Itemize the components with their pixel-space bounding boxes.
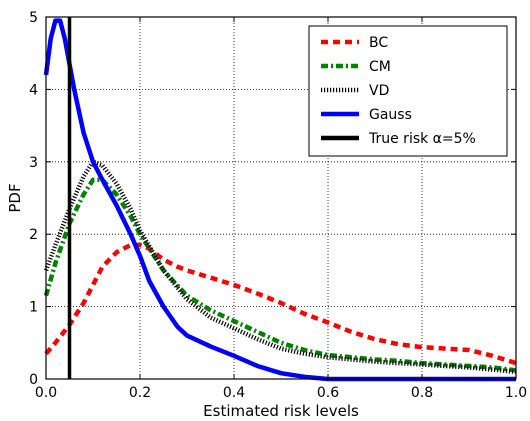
tick-labels: 0.0 0.2 0.4 0.6 0.8 1.0 0 1 2 3 4 5 <box>29 10 527 401</box>
legend-label-bc: BC <box>369 35 388 51</box>
x-tick-label: 0.2 <box>129 385 151 401</box>
legend: BC CM VD Gauss True risk α=5% <box>308 25 508 157</box>
legend-items: BC CM VD Gauss True risk α=5% <box>321 35 476 147</box>
x-axis-label: Estimated risk levels <box>203 402 359 420</box>
y-axis-label: PDF <box>6 183 24 212</box>
series-line-gauss <box>43 18 516 382</box>
y-tick-label: 4 <box>29 82 38 98</box>
y-tick-label: 2 <box>29 227 38 243</box>
x-tick-label: 0.4 <box>223 385 245 401</box>
x-tick-label: 0.6 <box>317 385 339 401</box>
y-tick-label: 0 <box>29 372 38 388</box>
plot-frame <box>45 16 517 380</box>
y-tick-label: 1 <box>29 300 38 316</box>
series-line-cm <box>43 177 517 373</box>
x-tick-label: 0.0 <box>35 385 57 401</box>
x-tick-label: 1.0 <box>505 385 527 401</box>
legend-label-vd: VD <box>369 83 389 99</box>
legend-label-gauss: Gauss <box>369 107 412 123</box>
y-tick-label: 5 <box>29 10 38 26</box>
legend-label-cm: CM <box>369 59 391 75</box>
series-layer <box>43 17 517 382</box>
x-tick-label: 0.8 <box>411 385 433 401</box>
legend-label-true-risk-5: True risk α=5% <box>368 131 476 147</box>
ticks <box>45 16 517 380</box>
series-line-bc <box>44 242 517 366</box>
y-tick-label: 3 <box>29 155 38 171</box>
